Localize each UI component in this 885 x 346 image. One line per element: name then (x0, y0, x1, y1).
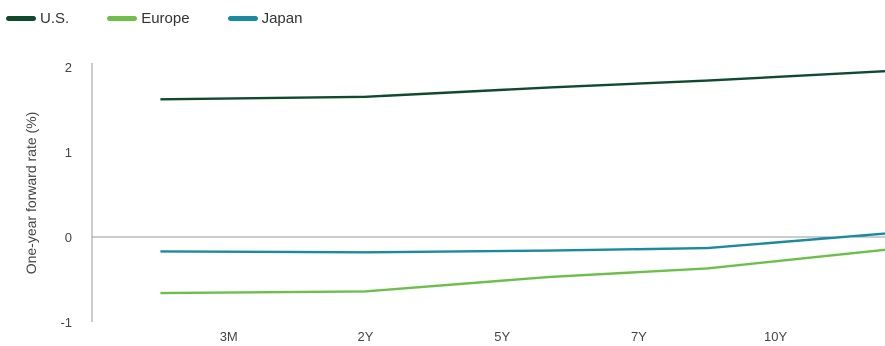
y-tick-label: -1 (60, 315, 72, 330)
chart-axes: 2 1 0 -1 3M 2Y 5Y 7Y 10Y (60, 60, 885, 344)
y-tick-label: 0 (65, 230, 72, 245)
x-tick-label: 10Y (764, 329, 787, 344)
legend-item-japan: Japan (227, 10, 303, 27)
legend-label-us: U.S. (40, 10, 70, 27)
x-tick-label: 3M (220, 329, 238, 344)
series-line-japan (160, 232, 885, 254)
legend-swatch-europe (107, 16, 138, 21)
y-tick-label: 1 (65, 145, 72, 160)
legend-label-japan: Japan (261, 10, 303, 27)
x-tick-label: 2Y (357, 329, 373, 344)
series-line-us (160, 70, 885, 101)
series-line-europe (160, 248, 885, 295)
legend: U.S. Europe Japan (6, 10, 340, 27)
legend-label-europe: Europe (141, 10, 190, 27)
x-tick-label: 5Y (494, 329, 510, 344)
y-tick-label: 2 (65, 60, 72, 75)
legend-item-europe: Europe (107, 10, 190, 27)
legend-item-us: U.S. (6, 10, 69, 27)
chart-series (160, 70, 885, 295)
legend-swatch-us (6, 16, 36, 21)
x-tick-label: 7Y (631, 329, 647, 344)
legend-swatch-japan (227, 16, 258, 21)
y-axis-title: One-year forward rate (%) (23, 112, 39, 275)
